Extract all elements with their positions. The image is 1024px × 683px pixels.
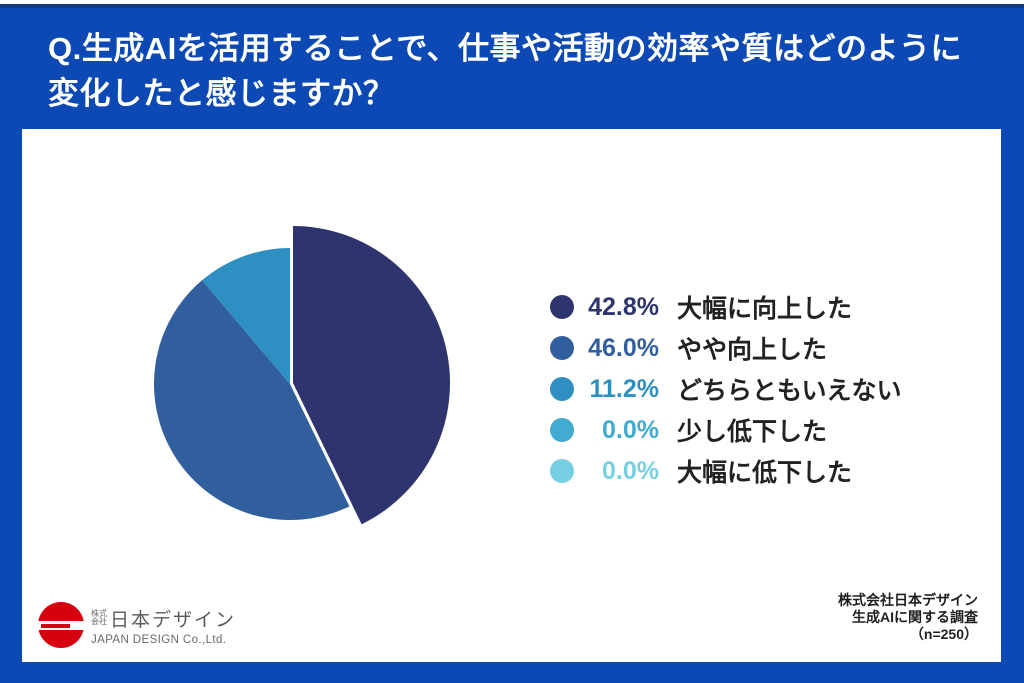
company-prefix: 株式 会社 — [91, 608, 107, 627]
legend-item-0: 42.8% 大幅に向上した — [550, 292, 902, 323]
question-title: Q.生成AIを活用することで、仕事や活動の効率や質はどのように変化したと感じます… — [48, 31, 963, 111]
source-sample-size: （n=250） — [909, 626, 978, 642]
company-logo-text: 株式 会社 日本デザイン JAPAN DESIGN Co.,Ltd. — [91, 605, 236, 646]
legend-color-dot — [550, 295, 574, 319]
legend: 42.8% 大幅に向上した 46.0% やや向上した 11.2% どちらともいえない 0.0… — [550, 292, 902, 500]
legend-label: 大幅に低下した — [677, 459, 853, 487]
legend-label: 大幅に向上した — [677, 295, 853, 323]
legend-percent: 0.0% — [602, 456, 659, 485]
legend-item-2: 11.2% どちらともいえない — [550, 374, 902, 405]
legend-item-4: 0.0% 大幅に低下した — [550, 456, 902, 487]
legend-percent: 11.2% — [589, 374, 659, 403]
legend-percent: 42.8% — [588, 292, 659, 321]
company-prefix-line1: 株式 — [91, 608, 107, 618]
source-survey-name: 生成AIに関する調査 — [852, 609, 978, 625]
survey-source: 株式会社日本デザイン 生成AIに関する調査 （n=250） — [838, 592, 978, 643]
legend-label: どちらともいえない — [677, 377, 902, 405]
legend-label: やや向上した — [677, 336, 828, 364]
legend-percent: 46.0% — [588, 333, 659, 362]
pie-slice-1 — [153, 280, 350, 521]
pie-slice-0 — [293, 226, 451, 525]
company-logo: 株式 会社 日本デザイン JAPAN DESIGN Co.,Ltd. — [36, 602, 236, 648]
legend-color-dot — [550, 418, 574, 442]
pie-slice-2 — [202, 248, 290, 384]
company-prefix-line2: 会社 — [91, 617, 107, 626]
company-logo-icon — [36, 602, 86, 648]
legend-item-1: 46.0% やや向上した — [550, 333, 902, 364]
legend-item-3: 0.0% 少し低下した — [550, 415, 902, 446]
pie-chart-container — [120, 214, 460, 554]
question-header: Q.生成AIを活用することで、仕事や活動の効率や質はどのように変化したと感じます… — [48, 26, 978, 116]
company-name-jp: 日本デザイン — [110, 609, 237, 631]
legend-color-dot — [550, 459, 574, 483]
legend-color-dot — [550, 336, 574, 360]
chart-card: 42.8% 大幅に向上した 46.0% やや向上した 11.2% どちらともいえない 0.0… — [22, 129, 1001, 662]
pie-chart — [153, 226, 451, 525]
top-accent-line — [0, 4, 1024, 8]
company-name-en: JAPAN DESIGN Co.,Ltd. — [91, 633, 227, 646]
logo-red-bar — [41, 624, 70, 628]
legend-color-dot — [550, 377, 574, 401]
source-company: 株式会社日本デザイン — [838, 592, 978, 608]
legend-percent: 0.0% — [602, 415, 659, 444]
legend-label: 少し低下した — [677, 418, 828, 446]
